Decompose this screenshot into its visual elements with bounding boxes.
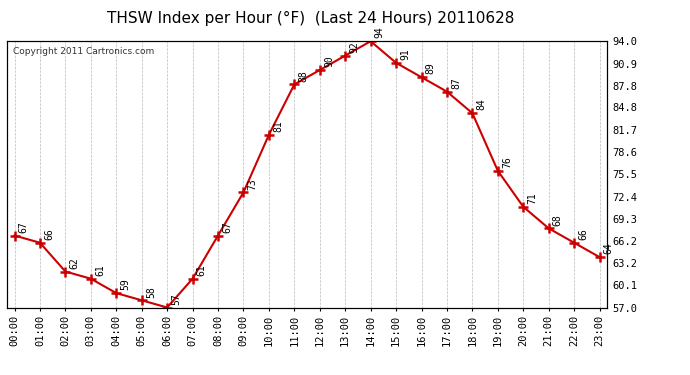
Text: 61: 61 bbox=[95, 264, 105, 276]
Text: 66: 66 bbox=[44, 228, 54, 240]
Text: 91: 91 bbox=[400, 48, 411, 60]
Text: 88: 88 bbox=[299, 70, 308, 82]
Text: Copyright 2011 Cartronics.com: Copyright 2011 Cartronics.com bbox=[13, 46, 154, 56]
Text: THSW Index per Hour (°F)  (Last 24 Hours) 20110628: THSW Index per Hour (°F) (Last 24 Hours)… bbox=[107, 11, 514, 26]
Text: 92: 92 bbox=[349, 41, 359, 53]
Text: 61: 61 bbox=[197, 264, 207, 276]
Text: 73: 73 bbox=[248, 178, 257, 190]
Text: 67: 67 bbox=[19, 221, 29, 233]
Text: 94: 94 bbox=[375, 27, 385, 39]
Text: 81: 81 bbox=[273, 120, 283, 132]
Text: 57: 57 bbox=[171, 293, 181, 305]
Text: 84: 84 bbox=[477, 99, 486, 110]
Text: 67: 67 bbox=[222, 221, 233, 233]
Text: 76: 76 bbox=[502, 156, 512, 168]
Text: 62: 62 bbox=[70, 257, 79, 269]
Text: 64: 64 bbox=[604, 243, 613, 254]
Text: 58: 58 bbox=[146, 286, 156, 297]
Text: 68: 68 bbox=[553, 214, 563, 226]
Text: 89: 89 bbox=[426, 63, 435, 75]
Text: 59: 59 bbox=[121, 279, 130, 290]
Text: 71: 71 bbox=[527, 192, 538, 204]
Text: 66: 66 bbox=[578, 228, 589, 240]
Text: 87: 87 bbox=[451, 77, 461, 89]
Text: 90: 90 bbox=[324, 56, 334, 67]
